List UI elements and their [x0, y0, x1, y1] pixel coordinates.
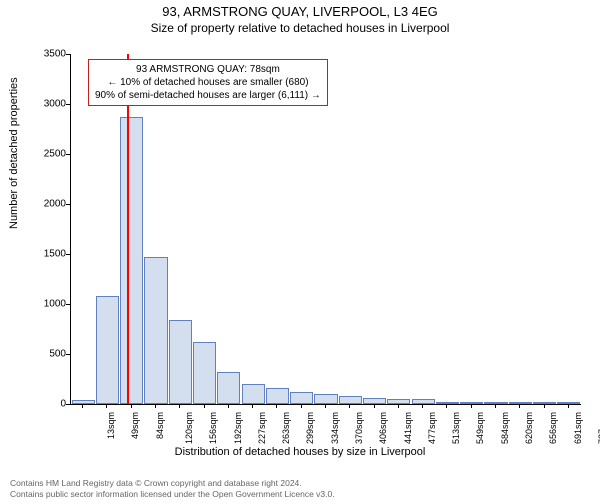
ytick-label: 3000 [44, 99, 66, 110]
xtick-mark [519, 404, 520, 408]
xtick-label: 13sqm [106, 412, 116, 439]
x-axis-label: Distribution of detached houses by size … [0, 446, 600, 458]
histogram-bar [120, 117, 143, 404]
xtick-label: 620sqm [524, 412, 534, 444]
histogram-bar [533, 402, 556, 404]
ytick-mark [66, 104, 70, 105]
xtick-label: 192sqm [233, 412, 243, 444]
histogram-bar [242, 384, 265, 404]
xtick-mark [349, 404, 350, 408]
histogram-bar [217, 372, 240, 404]
histogram-bar [339, 396, 362, 404]
footer-line2: Contains public sector information licen… [10, 489, 335, 500]
ytick-mark [66, 154, 70, 155]
xtick-label: 84sqm [155, 412, 165, 439]
xtick-mark [204, 404, 205, 408]
chart-container: 93, ARMSTRONG QUAY, LIVERPOOL, L3 4EG Si… [0, 4, 600, 504]
xtick-mark [276, 404, 277, 408]
xtick-label: 263sqm [281, 412, 291, 444]
chart-title: 93, ARMSTRONG QUAY, LIVERPOOL, L3 4EG [0, 4, 600, 19]
xtick-mark [228, 404, 229, 408]
xtick-mark [495, 404, 496, 408]
xtick-label: 49sqm [130, 412, 140, 439]
xtick-mark [374, 404, 375, 408]
xtick-label: 299sqm [305, 412, 315, 444]
xtick-mark [325, 404, 326, 408]
histogram-bar [290, 392, 313, 404]
ytick-label: 3500 [44, 49, 66, 60]
histogram-bar [557, 402, 580, 404]
annotation-line2: ← 10% of detached houses are smaller (68… [95, 76, 321, 89]
annotation-box: 93 ARMSTRONG QUAY: 78sqm ← 10% of detach… [88, 59, 328, 106]
footer-line1: Contains HM Land Registry data © Crown c… [10, 478, 335, 489]
histogram-bar [436, 402, 459, 404]
histogram-bar [387, 399, 410, 405]
xtick-mark [131, 404, 132, 408]
xtick-label: 441sqm [403, 412, 413, 444]
xtick-mark [446, 404, 447, 408]
annotation-line3: 90% of semi-detached houses are larger (… [95, 89, 321, 102]
histogram-bar [509, 402, 532, 404]
xtick-label: 691sqm [573, 412, 583, 444]
xtick-label: 477sqm [427, 412, 437, 444]
ytick-mark [66, 304, 70, 305]
footer-attribution: Contains HM Land Registry data © Crown c… [10, 478, 335, 500]
histogram-bar [193, 342, 216, 404]
ytick-mark [66, 354, 70, 355]
ytick-label: 2500 [44, 149, 66, 160]
histogram-bar [144, 257, 167, 404]
xtick-label: 334sqm [330, 412, 340, 444]
histogram-bar [460, 402, 483, 404]
xtick-label: 156sqm [208, 412, 218, 444]
xtick-mark [179, 404, 180, 408]
ytick-label: 500 [49, 349, 66, 360]
histogram-bar [169, 320, 192, 404]
xtick-label: 227sqm [257, 412, 267, 444]
xtick-mark [301, 404, 302, 408]
xtick-label: 584sqm [500, 412, 510, 444]
xtick-label: 120sqm [184, 412, 194, 444]
ytick-mark [66, 54, 70, 55]
xtick-mark [471, 404, 472, 408]
histogram-bar [363, 398, 386, 404]
xtick-mark [544, 404, 545, 408]
annotation-line1: 93 ARMSTRONG QUAY: 78sqm [95, 63, 321, 76]
plot-area [70, 54, 581, 405]
histogram-bar [314, 394, 337, 404]
xtick-mark [398, 404, 399, 408]
xtick-mark [252, 404, 253, 408]
xtick-mark [106, 404, 107, 408]
ytick-mark [66, 254, 70, 255]
histogram-bar [96, 296, 119, 404]
xtick-mark [82, 404, 83, 408]
y-axis-label: Number of detached properties [8, 77, 20, 229]
histogram-bar [266, 388, 289, 404]
xtick-mark [155, 404, 156, 408]
xtick-label: 549sqm [475, 412, 485, 444]
ytick-label: 2000 [44, 199, 66, 210]
ytick-label: 1000 [44, 299, 66, 310]
xtick-mark [568, 404, 569, 408]
property-marker-line [127, 54, 129, 404]
ytick-mark [66, 204, 70, 205]
ytick-mark [66, 404, 70, 405]
xtick-mark [422, 404, 423, 408]
ytick-label: 1500 [44, 249, 66, 260]
xtick-label: 513sqm [451, 412, 461, 444]
xtick-label: 370sqm [354, 412, 364, 444]
xtick-label: 406sqm [378, 412, 388, 444]
chart-subtitle: Size of property relative to detached ho… [0, 21, 600, 35]
xtick-label: 656sqm [548, 412, 558, 444]
